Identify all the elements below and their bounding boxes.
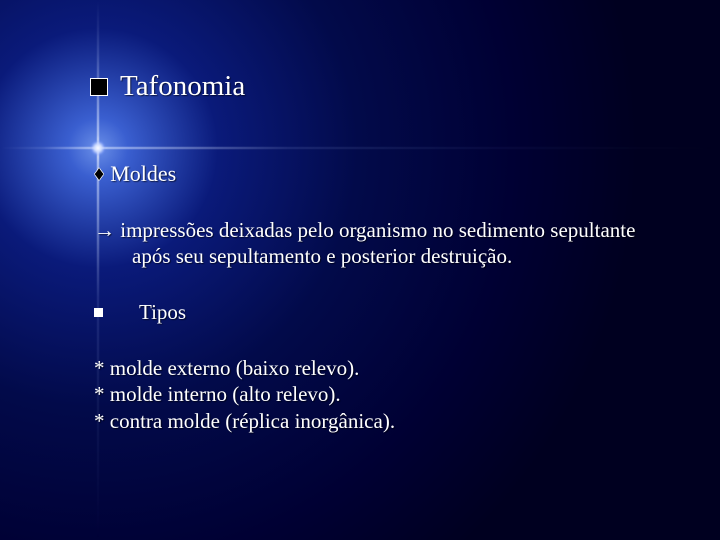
slide-content: Tafonomia ♦ Moldes → impressões deixadas…	[0, 0, 720, 540]
list-item: * molde externo (baixo relevo).	[94, 355, 650, 382]
title-row: Tafonomia	[90, 70, 650, 103]
list-item: * contra molde (réplica inorgânica).	[94, 408, 650, 435]
square-bullet-icon	[90, 78, 108, 96]
small-square-bullet-icon	[94, 308, 103, 317]
slide: Tafonomia ♦ Moldes → impressões deixadas…	[0, 0, 720, 540]
diamond-bullet-icon: ♦	[94, 164, 104, 184]
list-item: * molde interno (alto relevo).	[94, 381, 650, 408]
items-list: * molde externo (baixo relevo). * molde …	[90, 355, 650, 436]
description-block: → impressões deixadas pelo organismo no …	[90, 217, 650, 270]
types-row: Tipos	[90, 300, 650, 325]
description-line-2: após seu sepultamento e posterior destru…	[94, 243, 650, 269]
description-line-1: → impressões deixadas pelo organismo no …	[94, 217, 650, 243]
subtitle-row: ♦ Moldes	[90, 161, 650, 187]
types-label: Tipos	[139, 300, 186, 325]
slide-title: Tafonomia	[120, 70, 245, 103]
subtitle-text: Moldes	[110, 161, 176, 187]
